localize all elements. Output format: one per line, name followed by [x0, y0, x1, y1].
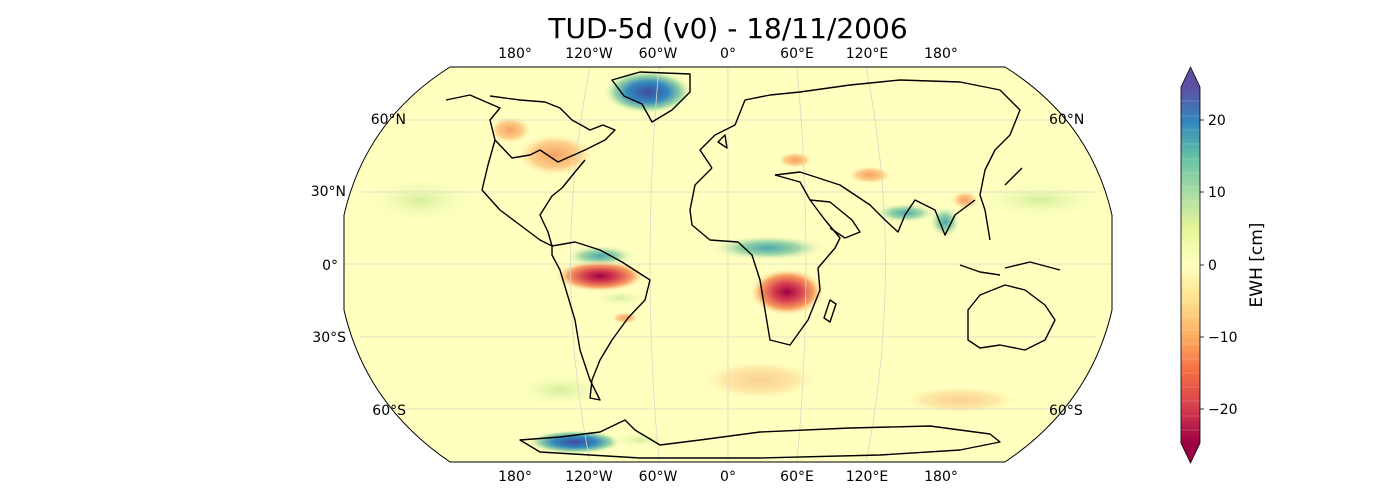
lat-label-left: 0°: [322, 258, 338, 274]
map-area: [343, 66, 1113, 463]
lon-label-top: 180°: [924, 46, 958, 62]
map-title: TUD-5d (v0) - 18/11/2006: [547, 12, 907, 45]
lon-label-bottom: 180°: [498, 469, 532, 485]
lon-labels-bottom: 180° 120°W 60°W 0° 60°E 120°E 180°: [498, 469, 958, 485]
lat-labels-right: 60°N 60°S: [1049, 112, 1084, 419]
lat-label-right: 60°S: [1049, 403, 1083, 419]
lon-label-bottom: 0°: [720, 469, 736, 485]
colorbar-extend-top: [1181, 67, 1200, 87]
colorbar-ticks: [1200, 119, 1204, 410]
lat-label-left: 60°S: [372, 403, 406, 419]
lon-labels-top: 180° 120°W 60°W 0° 60°E 120°E 180°: [498, 46, 958, 62]
lon-label-top: 60°E: [780, 46, 814, 62]
coastlines: [445, 71, 1061, 459]
globe-outline: [343, 66, 1113, 463]
colorbar-label: EWH [cm]: [1247, 223, 1267, 308]
lat-label-right: 60°N: [1049, 112, 1084, 128]
colorbar-body: [1181, 87, 1200, 443]
lon-label-bottom: 120°W: [565, 469, 613, 485]
colorbar-tick-label: −20: [1208, 402, 1238, 418]
colorbar-extend-bottom: [1181, 443, 1200, 463]
lat-label-left: 30°S: [312, 330, 346, 346]
colorbar: 20 10 0 −10 −20 EWH [cm]: [1180, 66, 1267, 464]
lon-label-top: 120°E: [846, 46, 889, 62]
lat-labels-left: 60°N 30°N 0° 30°S 60°S: [311, 112, 406, 419]
lon-label-bottom: 180°: [924, 469, 958, 485]
graticule: [344, 67, 1112, 462]
lon-label-top: 0°: [720, 46, 736, 62]
ewh-field: [360, 70, 1110, 454]
lon-label-bottom: 120°E: [846, 469, 889, 485]
colorbar-tick-label: 20: [1208, 113, 1226, 129]
lat-label-left: 60°N: [371, 112, 406, 128]
lon-label-top: 60°W: [639, 46, 678, 62]
colorbar-outline: [1180, 66, 1201, 464]
colorbar-tick-label: −10: [1208, 330, 1238, 346]
colorbar-tick-label: 0: [1208, 258, 1217, 274]
colorbar-tick-label: 10: [1208, 185, 1226, 201]
lon-label-top: 120°W: [565, 46, 613, 62]
lon-label-bottom: 60°W: [639, 469, 678, 485]
lon-label-bottom: 60°E: [780, 469, 814, 485]
lon-label-top: 180°: [498, 46, 532, 62]
lat-label-left: 30°N: [311, 184, 346, 200]
colorbar-bands: [1181, 100, 1200, 431]
